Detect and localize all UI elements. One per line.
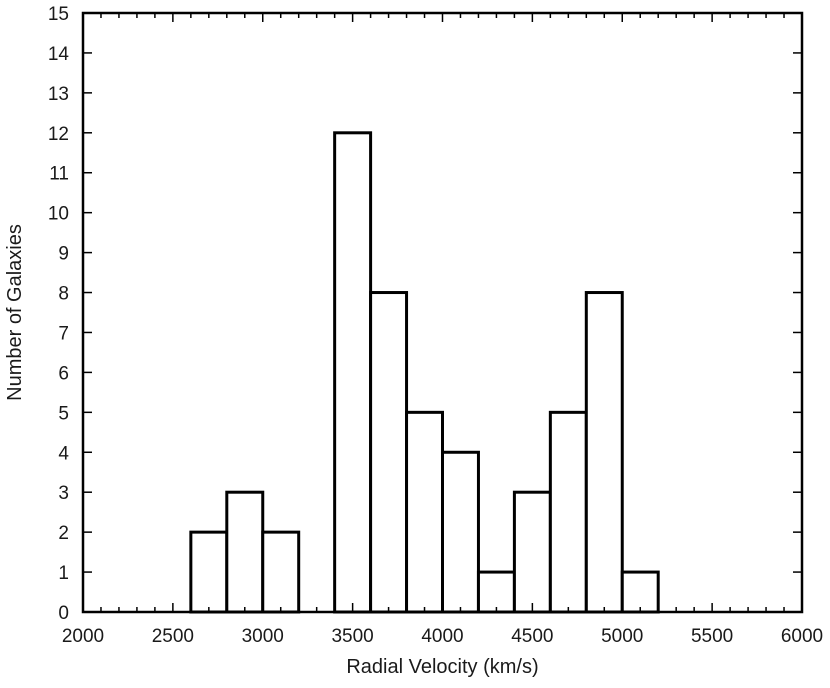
x-axis-title: Radial Velocity (km/s) xyxy=(346,656,538,678)
x-axis-ticks: 2000 2500 3000 3500 4000 4500 5000 5500 6000 xyxy=(62,13,823,647)
y-tick-label: 3 xyxy=(58,483,69,504)
y-tick-label: 0 xyxy=(58,603,69,624)
y-tick-label: 11 xyxy=(49,164,69,185)
x-tick-label: 5500 xyxy=(691,626,733,647)
x-tick-label: 3000 xyxy=(242,626,284,647)
y-tick-label: 1 xyxy=(58,563,69,584)
y-tick-label: 7 xyxy=(58,323,69,344)
histogram-bar xyxy=(225,490,265,614)
y-tick-label: 14 xyxy=(48,44,70,65)
x-tick-label: 2000 xyxy=(62,626,104,647)
y-tick-label: 2 xyxy=(58,523,69,544)
histogram-bar xyxy=(333,131,373,614)
y-tick-label: 10 xyxy=(48,204,69,225)
x-tick-label: 4000 xyxy=(421,626,463,647)
histogram-bars xyxy=(189,131,660,614)
histogram-bar xyxy=(620,570,660,614)
y-tick-label: 9 xyxy=(58,244,69,265)
x-tick-label: 6000 xyxy=(781,626,823,647)
y-tick-label: 8 xyxy=(58,284,69,305)
plot-frame xyxy=(81,11,804,614)
x-tick-label: 5000 xyxy=(601,626,643,647)
y-tick-label: 5 xyxy=(58,403,69,424)
y-axis-title: Number of Galaxies xyxy=(4,224,26,401)
histogram-bar xyxy=(441,450,480,614)
x-tick-label: 4500 xyxy=(511,626,553,647)
histogram-bar xyxy=(584,291,624,614)
histogram-bar xyxy=(476,570,516,614)
histogram-bar xyxy=(369,291,409,614)
y-tick-label: 13 xyxy=(48,84,69,105)
y-tick-label: 6 xyxy=(58,363,69,384)
histogram-bar xyxy=(261,530,301,614)
histogram-bar xyxy=(405,410,444,614)
y-tick-label: 4 xyxy=(58,443,69,464)
x-tick-label: 2500 xyxy=(152,626,194,647)
y-tick-label: 12 xyxy=(48,124,69,145)
histogram-bar xyxy=(189,530,229,614)
x-tick-label: 3500 xyxy=(331,626,373,647)
histogram-bar xyxy=(548,410,588,614)
y-tick-label: 15 xyxy=(48,4,69,25)
histogram-bar xyxy=(512,490,552,614)
